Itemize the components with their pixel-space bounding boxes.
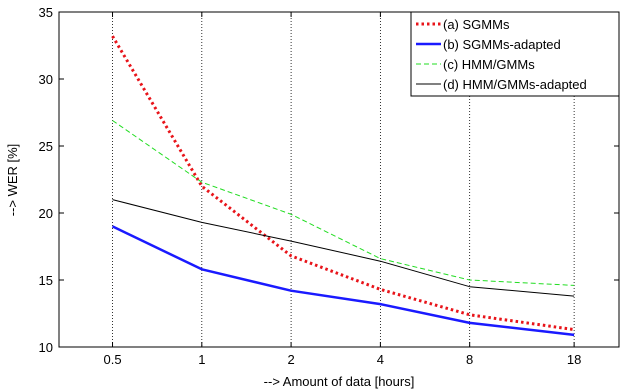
legend-label: (c) HMM/GMMs [443, 57, 535, 72]
legend: (a) SGMMs (b) SGMMs-adapted (c) HMM/GMMs (d… [410, 11, 620, 97]
legend-label: (b) SGMMs-adapted [443, 37, 561, 52]
series-line [112, 120, 575, 286]
x-tick-label: 4 [377, 352, 384, 367]
x-tick-label: 8 [466, 352, 473, 367]
y-tick-label: 10 [39, 340, 53, 355]
y-tick-label: 15 [39, 273, 53, 288]
legend-box [410, 11, 620, 97]
x-tick-label: 18 [567, 352, 581, 367]
series-line [111, 35, 575, 332]
plot-area-frame [58, 11, 620, 348]
legend-label: (a) SGMMs [443, 17, 510, 32]
y-tick-label: 25 [39, 139, 53, 154]
y-tick-label: 30 [39, 72, 53, 87]
x-tick-label: 2 [287, 352, 294, 367]
series-line [111, 225, 575, 337]
y-tick-label: 20 [39, 206, 53, 221]
y-axis-label: --> WER [%] [5, 144, 20, 217]
y-tick-label: 35 [39, 5, 53, 20]
legend-label: (d) HMM/GMMs-adapted [443, 77, 587, 92]
axis-ticks: 0.5 1 2 4 8 18 10 15 20 25 30 35 [39, 5, 619, 367]
x-tick-label: 0.5 [103, 352, 121, 367]
x-tick-label: 1 [198, 352, 205, 367]
series-line [112, 199, 575, 297]
series-lines [111, 35, 575, 337]
x-axis-label: --> Amount of data [hours] [264, 374, 415, 389]
